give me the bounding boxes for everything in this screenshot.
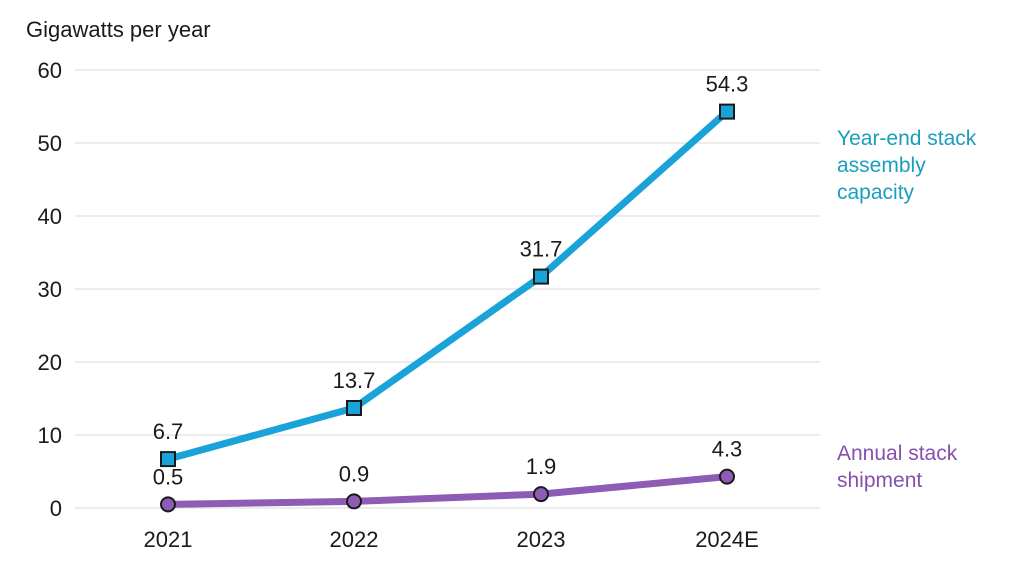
data-label: 0.9 [339, 461, 370, 486]
capacity-point [160, 451, 176, 468]
gridlines [75, 69, 820, 509]
y-tick-label: 50 [38, 131, 62, 156]
data-label: 4.3 [712, 437, 743, 462]
y-tick-label: 10 [38, 423, 62, 448]
data-labels: 6.7 13.7 31.7 54.3 0.5 0.9 1.9 4.3 [153, 72, 749, 490]
series-line-1 [164, 473, 731, 508]
y-axis-title: Gigawatts per year [26, 17, 211, 42]
legend-year-end-capacity: Year-end stack assembly capacity [837, 127, 977, 204]
x-tick-label: 2023 [517, 527, 566, 552]
y-tick-label: 60 [38, 58, 62, 83]
series-lines [160, 103, 735, 513]
capacity-point [719, 103, 735, 120]
data-label: 1.9 [526, 454, 557, 479]
x-tick-label: 2022 [330, 527, 379, 552]
capacity-point [346, 399, 362, 416]
series-line-0 [164, 108, 731, 463]
shipment-point [533, 486, 549, 503]
data-label: 6.7 [153, 419, 184, 444]
data-label: 31.7 [520, 237, 563, 262]
data-label: 13.7 [333, 368, 376, 393]
data-label: 54.3 [706, 72, 749, 97]
data-label: 0.5 [153, 464, 184, 489]
shipment-point [346, 493, 362, 510]
y-tick-label: 30 [38, 277, 62, 302]
y-tick-label: 0 [50, 496, 62, 521]
shipment-point [160, 496, 176, 513]
y-axis-ticks: 0 10 20 30 40 50 60 [38, 58, 62, 521]
x-tick-label: 2024E [695, 527, 759, 552]
shipment-point [719, 468, 735, 485]
x-tick-label: 2021 [144, 527, 193, 552]
y-tick-label: 40 [38, 204, 62, 229]
y-tick-label: 20 [38, 350, 62, 375]
x-axis-ticks: 2021 2022 2023 2024E [144, 527, 759, 552]
legend-annual-shipment: Annual stack shipment [837, 442, 958, 492]
capacity-point [533, 268, 549, 285]
